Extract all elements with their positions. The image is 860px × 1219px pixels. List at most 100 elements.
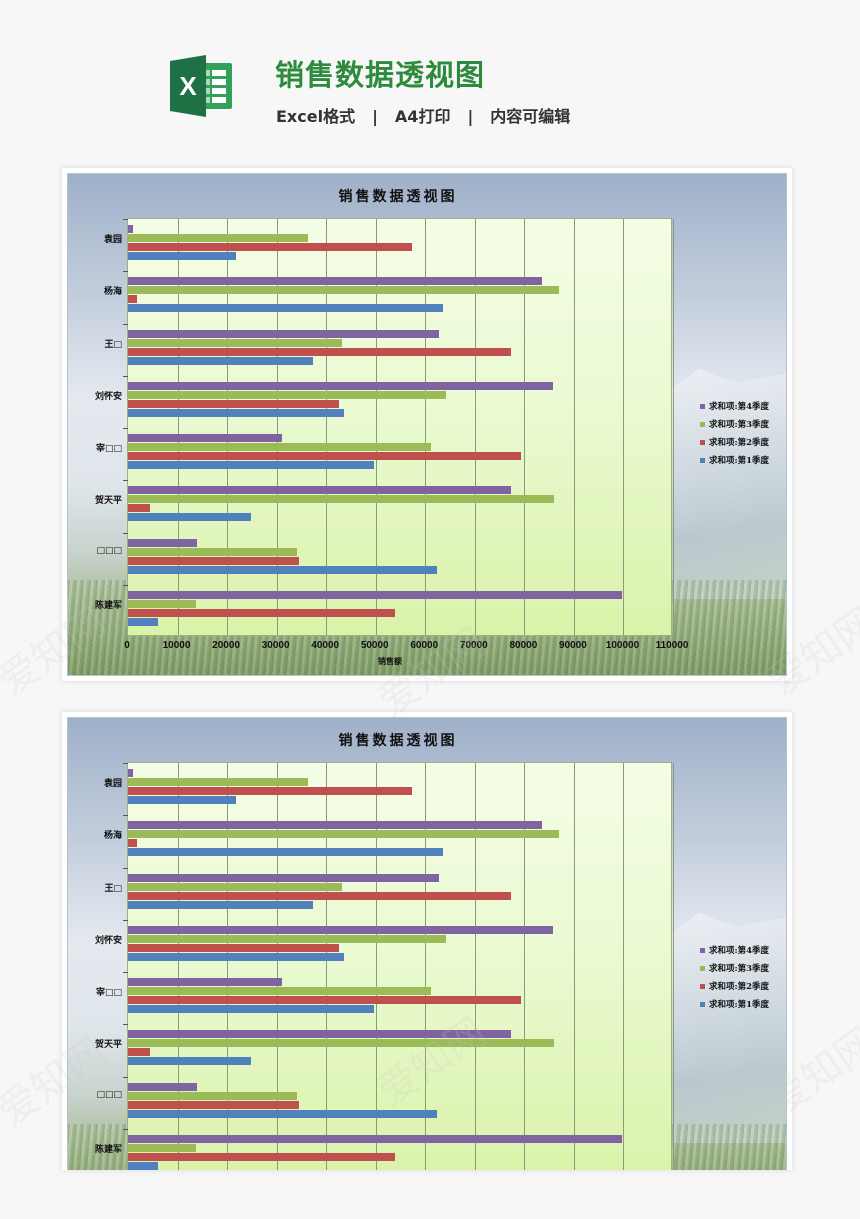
plot-area	[123, 218, 674, 636]
category-label: 袁园	[103, 235, 122, 246]
chart-title: 销售数据透视图	[338, 733, 458, 749]
bar	[128, 873, 439, 882]
legend-item: 求和项:第2季度	[700, 433, 769, 451]
gridline	[425, 763, 427, 1170]
legend-item: 求和项:第1季度	[700, 995, 769, 1013]
bar	[128, 486, 512, 495]
tag-print: A4打印	[394, 107, 451, 126]
bar	[128, 769, 133, 777]
gridline	[177, 763, 179, 1170]
bar	[128, 1143, 197, 1152]
chart-card-1: 销售数据透视图 袁园 杨海 王□ 刘怀安 宰□□ 贺天平 □□□ 陈建军 0 10000 2000…	[62, 168, 792, 681]
tag-separator: |	[467, 107, 474, 126]
bar	[128, 347, 511, 356]
legend-item: 求和项:第1季度	[700, 451, 769, 469]
legend-swatch-icon	[700, 1001, 705, 1007]
bar	[128, 399, 340, 408]
gridline	[573, 763, 575, 1170]
gridline	[276, 219, 278, 635]
bar	[128, 1152, 395, 1161]
category-label: 陈建军	[94, 600, 122, 611]
plot-area	[123, 762, 674, 1170]
gridline	[673, 219, 674, 635]
category-tick	[123, 323, 128, 325]
bar	[128, 1134, 622, 1143]
bar	[128, 617, 159, 626]
legend-item: 求和项:第3季度	[700, 959, 769, 977]
bar	[128, 882, 342, 891]
legend-item: 求和项:第3季度	[700, 415, 769, 433]
bar	[128, 1091, 298, 1100]
chart-legend: 求和项:第4季度 求和项:第3季度 求和项:第2季度 求和项:第1季度	[700, 941, 769, 1013]
legend-swatch-icon	[700, 983, 705, 989]
gridline	[623, 763, 625, 1170]
bar	[128, 243, 412, 251]
bar	[128, 1082, 198, 1091]
legend-swatch-icon	[700, 403, 705, 409]
bar	[128, 1039, 555, 1048]
bar	[128, 943, 340, 952]
bar	[128, 952, 345, 961]
legend-label: 求和项:第2季度	[709, 438, 770, 448]
bar	[128, 987, 431, 995]
bar	[128, 504, 151, 513]
x-tick-label: 40000	[311, 640, 340, 651]
x-tick-label: 50000	[360, 640, 389, 651]
bar	[128, 556, 299, 565]
bar	[128, 1161, 159, 1170]
bar	[128, 996, 521, 1004]
category-tick	[123, 532, 128, 534]
bar	[128, 286, 560, 295]
x-tick-label: 110000	[655, 640, 689, 651]
bar	[128, 891, 511, 900]
bar	[128, 821, 543, 830]
bar	[128, 848, 443, 857]
category-label: 袁园	[103, 779, 122, 790]
tag-format: Excel格式	[276, 107, 356, 126]
bar	[128, 538, 198, 547]
legend-label: 求和项:第1季度	[709, 1000, 770, 1010]
bar	[128, 978, 283, 986]
bar	[128, 408, 345, 417]
bar	[128, 599, 197, 608]
bar	[128, 787, 412, 795]
category-tick	[123, 584, 128, 586]
bar	[128, 1100, 299, 1109]
tag-editable: 内容可编辑	[490, 107, 571, 126]
bar	[128, 1109, 438, 1118]
category-tick	[123, 1024, 128, 1026]
gridline	[673, 763, 674, 1170]
category-tick	[123, 1128, 128, 1130]
x-tick-label: 10000	[162, 640, 191, 651]
category-tick	[123, 428, 128, 429]
chart-title: 销售数据透视图	[338, 189, 458, 205]
bar	[128, 590, 622, 599]
gridline	[326, 763, 328, 1170]
x-tick-label: 20000	[212, 640, 240, 651]
legend-label: 求和项:第4季度	[709, 402, 770, 412]
category-label: 杨海	[103, 831, 122, 842]
category-label: 刘怀安	[94, 391, 122, 402]
bar	[128, 234, 309, 242]
category-label: 王□	[104, 339, 122, 350]
category-label: 杨海	[103, 287, 122, 298]
category-label: 宰□□	[95, 444, 122, 455]
excel-icon: X	[170, 55, 232, 117]
category-label: 贺天平	[94, 1040, 122, 1051]
x-tick-label: 100000	[605, 640, 640, 651]
category-label: □□□	[96, 545, 122, 556]
bar	[128, 934, 447, 943]
bar	[128, 390, 447, 399]
gridline	[474, 219, 476, 635]
gridline	[524, 763, 526, 1170]
gridline	[276, 763, 278, 1170]
category-label: 王□	[104, 883, 122, 894]
legend-item: 求和项:第4季度	[700, 397, 769, 415]
bar	[128, 252, 236, 260]
bar	[128, 443, 431, 451]
category-tick	[123, 763, 128, 764]
gridline	[227, 763, 229, 1170]
svg-text:X: X	[179, 71, 197, 101]
bar	[128, 778, 309, 786]
category-tick	[123, 867, 128, 869]
